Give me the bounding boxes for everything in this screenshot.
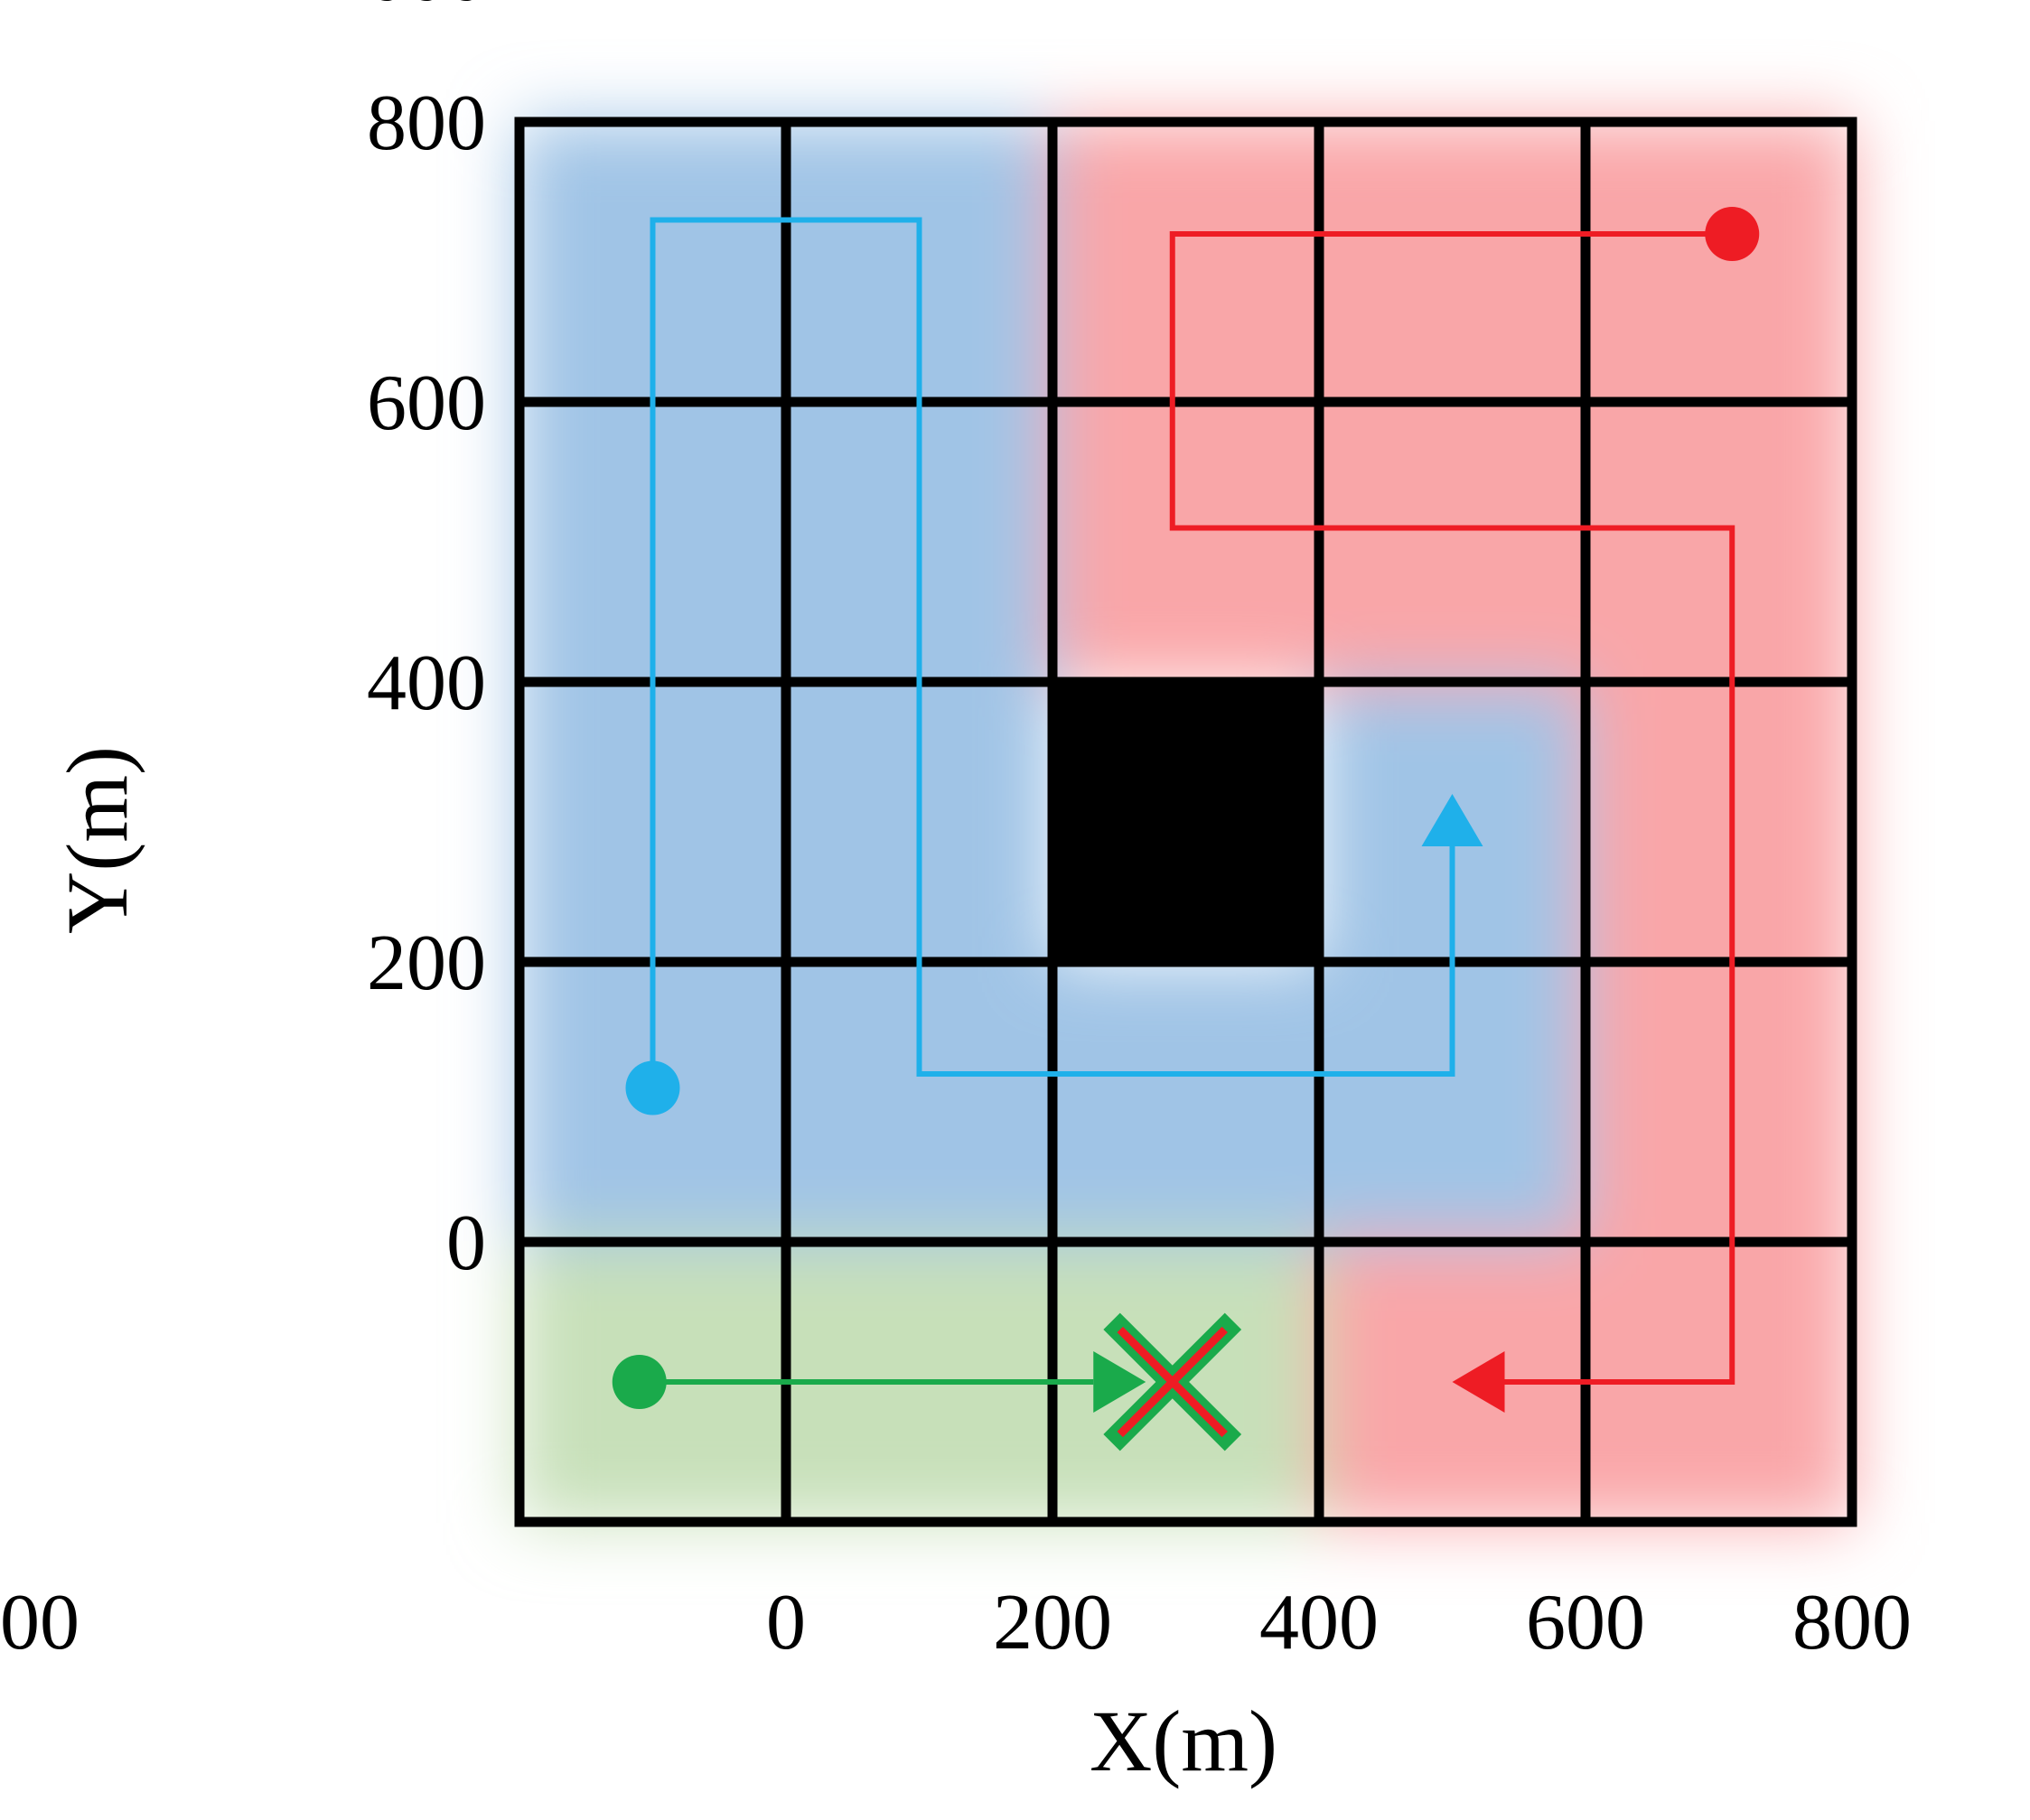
cross-stroke (1117, 1326, 1228, 1438)
region-red (1052, 121, 1853, 1523)
region-cell-red (1052, 121, 1320, 403)
path-start-green (612, 1355, 667, 1409)
y-tick-labels: 0 200 400 600 800 1000 (327, 0, 486, 1287)
y-axis-label: Y(m) (49, 746, 145, 934)
x-tick-200: 200 (993, 1579, 1112, 1666)
cross-icon (1103, 1312, 1242, 1451)
region-cell-red (1318, 121, 1586, 403)
x-tick-800: 800 (1792, 1579, 1912, 1666)
x-axis-label: X(m) (1090, 1693, 1277, 1789)
region-cell-red (1318, 401, 1586, 683)
path-blue (625, 217, 1483, 1115)
path-red (1169, 207, 1760, 1413)
y-tick-600: 600 (367, 359, 486, 447)
path-arrowhead-blue (1421, 794, 1483, 846)
x-tick-labels: 0 200 400 600 800 1000 (0, 1579, 1912, 1666)
path-line-red (1169, 231, 1735, 1385)
path-arrowhead-green (1093, 1351, 1146, 1413)
path-start-red (1705, 207, 1760, 261)
obstacle-layer (1052, 682, 1319, 962)
y-tick-400: 400 (367, 639, 486, 727)
agent-paths (612, 207, 1760, 1413)
path-arrowhead-red (1452, 1351, 1505, 1413)
region-cell-blue (1052, 961, 1320, 1243)
path-start-blue (625, 1060, 680, 1115)
x-tick-0: 0 (766, 1579, 806, 1666)
x-tick-400: 400 (1259, 1579, 1379, 1666)
y-tick-1000: 1000 (327, 0, 486, 18)
grid-lines (514, 117, 1857, 1527)
failure-marker-layer (1103, 1312, 1242, 1451)
x-tick-1000: 1000 (0, 1579, 80, 1666)
region-cell-red (1585, 961, 1853, 1243)
region-cell-red (1585, 121, 1853, 403)
path-line-blue (650, 217, 1455, 1088)
y-tick-200: 200 (367, 919, 486, 1007)
region-cell-red (1585, 681, 1853, 963)
y-tick-0: 0 (446, 1199, 486, 1287)
region-cell-red (1585, 401, 1853, 683)
y-tick-800: 800 (367, 79, 486, 167)
obstacle-block (1052, 682, 1319, 962)
region-cell-red (1052, 401, 1320, 683)
path-green (612, 1351, 1146, 1413)
x-tick-600: 600 (1526, 1579, 1645, 1666)
